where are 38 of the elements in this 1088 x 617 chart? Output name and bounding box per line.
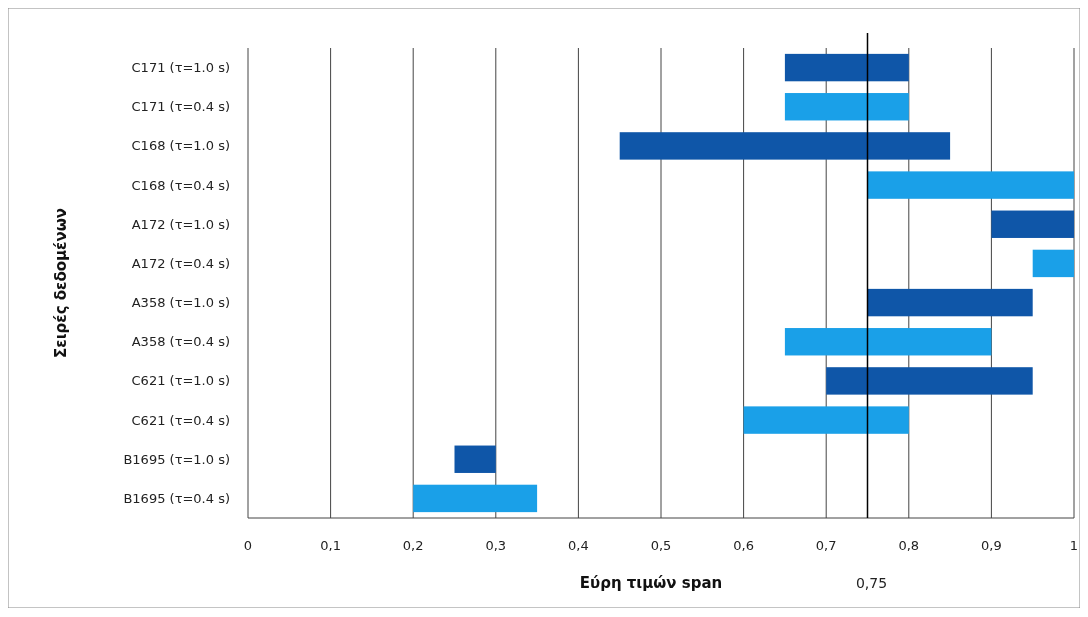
x-axis-title: Εύρη τιμών span [579,574,723,592]
bar [784,93,909,121]
ref-line-label: 0,75 [855,575,888,591]
y-tick-label: B1695 (τ=0.4 s) [123,490,230,506]
x-tick-label: 1 [1069,538,1079,553]
y-tick-label: C621 (τ=1.0 s) [131,373,230,389]
y-tick-label: C168 (τ=0.4 s) [131,177,230,193]
x-tick-label: 0,9 [981,538,1002,553]
y-tick-label: C171 (τ=1.0 s) [131,60,230,76]
bar [867,288,1033,317]
x-tick-label: 0,7 [815,538,837,553]
y-tick-label: C171 (τ=0.4 s) [131,99,230,115]
y-tick-label: A358 (τ=1.0 s) [131,295,230,311]
bar [991,210,1074,238]
bar [619,132,951,160]
bar [867,171,1074,199]
bar [413,484,538,513]
bar [454,445,496,473]
y-tick-label: A172 (τ=1.0 s) [131,216,230,232]
y-tick-label: A358 (τ=0.4 s) [131,334,230,350]
y-tick-label: A172 (τ=0.4 s) [131,255,230,271]
x-tick-label: 0,2 [402,538,424,553]
x-tick-label: 0,6 [733,538,754,553]
x-tick-label: 0,5 [650,538,672,553]
y-axis-title: Σειρές δεδομένων [52,208,70,358]
x-tick-label: 0,1 [320,538,341,553]
bar [826,367,1033,395]
y-tick-label: B1695 (τ=1.0 s) [123,451,230,467]
bar [743,406,909,434]
bar [1032,249,1074,278]
x-tick-label: 0,4 [568,538,589,553]
bar [784,53,909,82]
y-tick-label: C168 (τ=1.0 s) [131,138,230,154]
bar [784,328,992,356]
x-tick-label: 0 [243,538,253,553]
y-tick-label: C621 (τ=0.4 s) [131,412,230,428]
x-tick-label: 0,8 [898,538,920,553]
x-tick-label: 0,3 [485,538,507,553]
